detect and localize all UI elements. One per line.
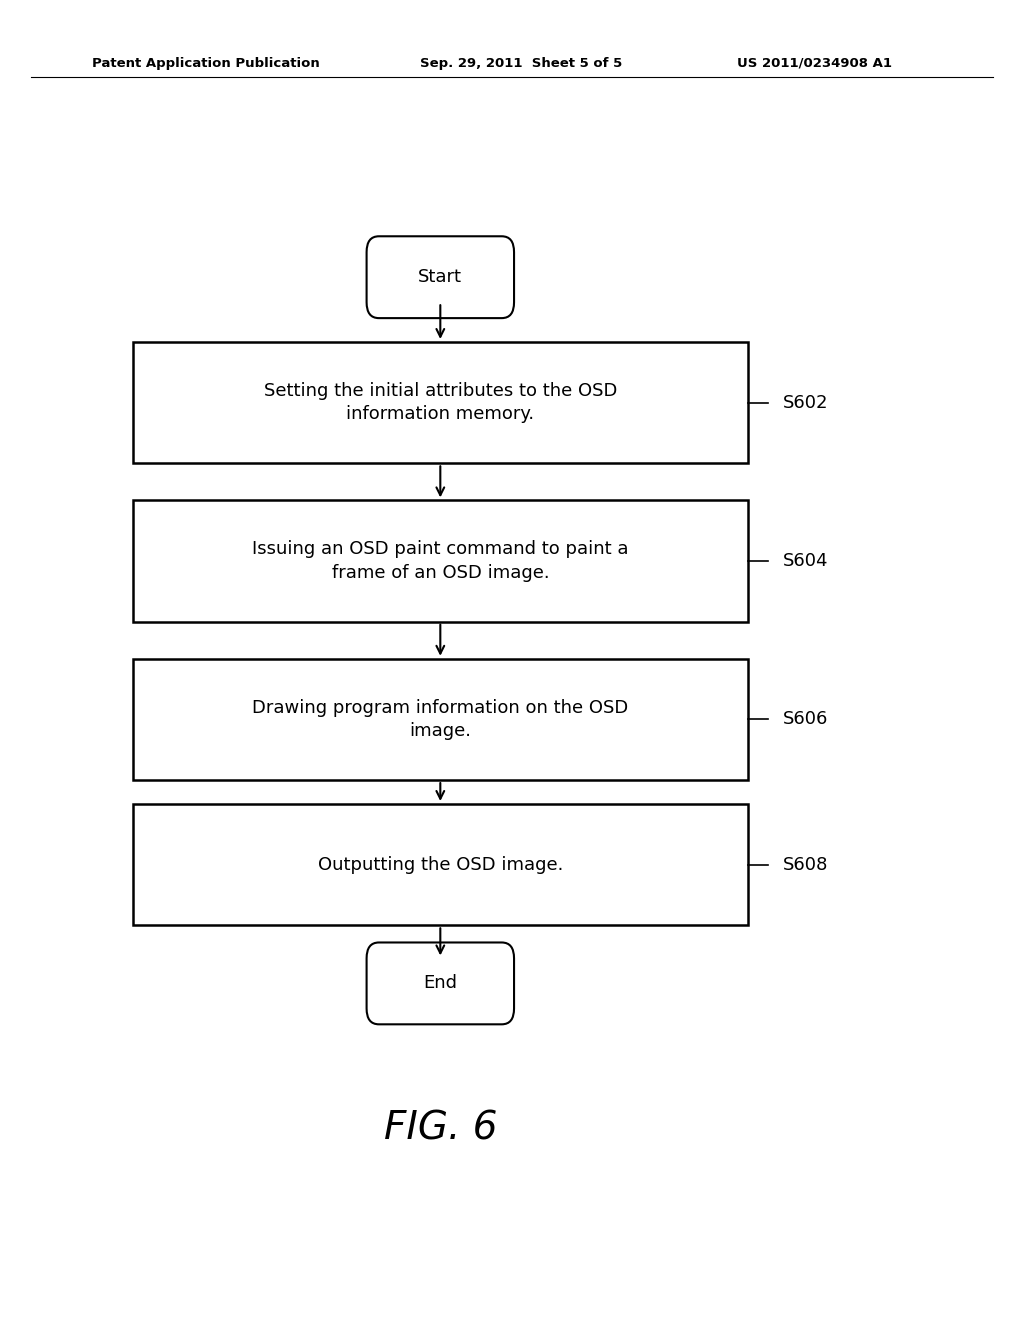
Text: Start: Start xyxy=(419,268,462,286)
Bar xyxy=(133,804,748,925)
Text: S606: S606 xyxy=(783,710,828,729)
FancyBboxPatch shape xyxy=(367,942,514,1024)
Text: S602: S602 xyxy=(783,393,828,412)
Bar xyxy=(133,659,748,780)
Bar xyxy=(133,500,748,622)
Text: Patent Application Publication: Patent Application Publication xyxy=(92,57,319,70)
Text: End: End xyxy=(423,974,458,993)
FancyBboxPatch shape xyxy=(367,236,514,318)
Text: Sep. 29, 2011  Sheet 5 of 5: Sep. 29, 2011 Sheet 5 of 5 xyxy=(420,57,623,70)
Text: S608: S608 xyxy=(783,855,828,874)
Text: Issuing an OSD paint command to paint a
frame of an OSD image.: Issuing an OSD paint command to paint a … xyxy=(252,540,629,582)
Text: S604: S604 xyxy=(783,552,828,570)
Text: US 2011/0234908 A1: US 2011/0234908 A1 xyxy=(737,57,892,70)
Bar xyxy=(133,342,748,463)
Text: FIG. 6: FIG. 6 xyxy=(384,1110,497,1147)
Text: Outputting the OSD image.: Outputting the OSD image. xyxy=(317,855,563,874)
Text: Drawing program information on the OSD
image.: Drawing program information on the OSD i… xyxy=(252,698,629,741)
Text: Setting the initial attributes to the OSD
information memory.: Setting the initial attributes to the OS… xyxy=(263,381,617,424)
